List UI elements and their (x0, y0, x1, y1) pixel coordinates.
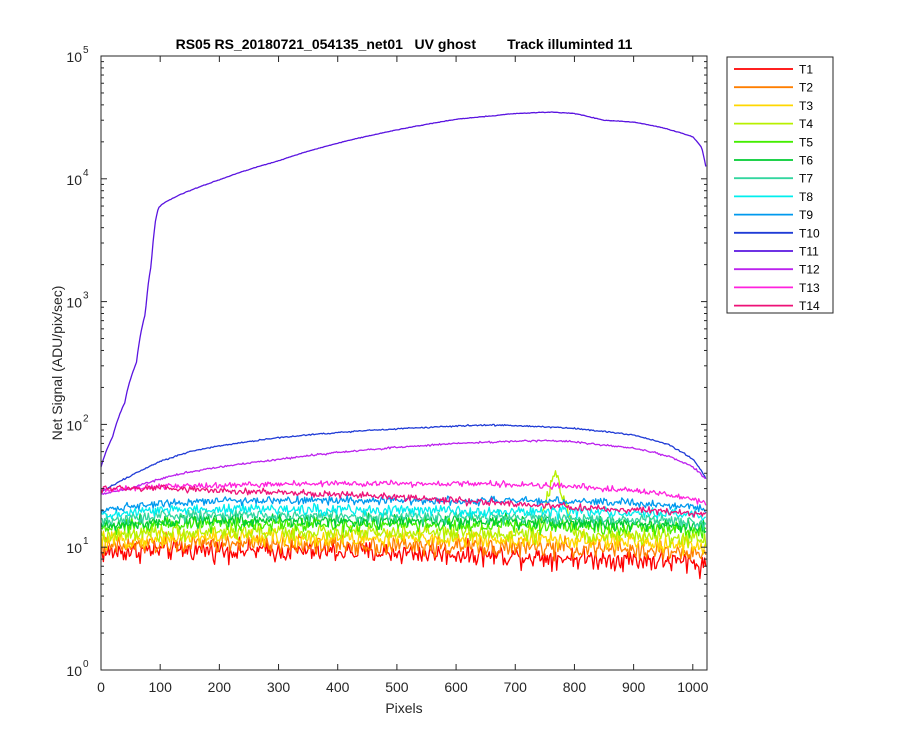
x-axis-label: Pixels (385, 700, 422, 716)
x-tick-label: 100 (149, 679, 173, 695)
legend-label-t13: T13 (799, 281, 820, 295)
legend-label-t2: T2 (799, 81, 813, 95)
series-line-t14 (100, 484, 707, 518)
series-line-t11 (100, 111, 707, 468)
legend-label-t6: T6 (799, 154, 813, 168)
legend: T1 T2 T3 T4 T5 T6 T7 T8 T9 T10 T11 T12 T13 T14 (726, 56, 834, 314)
legend-label-t3: T3 (799, 99, 813, 113)
series-line-t7 (100, 508, 707, 531)
legend-label-t9: T9 (799, 208, 813, 222)
y-axis-label: Net Signal (ADU/pix/sec) (49, 286, 65, 441)
legend-box (726, 56, 834, 314)
y-tick-label-exponent: 0 (83, 659, 89, 670)
legend-label-t11: T11 (799, 245, 819, 259)
plot-frame (100, 55, 708, 671)
legend-label-t4: T4 (799, 117, 813, 131)
y-tick-label-exponent: 5 (83, 45, 89, 56)
x-tick-label: 700 (504, 679, 528, 695)
x-tick-label: 500 (385, 679, 409, 695)
series-line-t1 (100, 536, 707, 580)
legend-label-t14: T14 (799, 299, 820, 313)
y-tick-label-base: 10 (66, 295, 82, 311)
x-tick-label: 600 (444, 679, 468, 695)
x-tick-label: 300 (267, 679, 291, 695)
legend-label-t8: T8 (799, 190, 813, 204)
series-line-t10 (100, 423, 707, 494)
y-tick-label-base: 10 (66, 417, 82, 433)
series-line-t13 (100, 479, 707, 506)
y-tick-label-exponent: 1 (83, 536, 89, 547)
y-tick-label-exponent: 2 (83, 413, 89, 424)
x-tick-label: 900 (622, 679, 646, 695)
series-line-t6 (100, 511, 707, 534)
series-line-t9 (100, 494, 707, 514)
y-tick-label-base: 10 (66, 540, 82, 556)
x-tick-label: 800 (563, 679, 587, 695)
x-tick-label: 400 (326, 679, 350, 695)
x-tick-label: 200 (208, 679, 232, 695)
y-tick-label-base: 10 (66, 172, 82, 188)
chart-title: RS05 RS_20180721_054135_net01 UV ghost T… (176, 36, 633, 52)
x-tick-label: 0 (97, 679, 105, 695)
y-tick-label-exponent: 3 (83, 291, 89, 302)
y-tick-label-base: 10 (66, 663, 82, 679)
legend-label-t5: T5 (799, 135, 813, 149)
series-layer (100, 111, 707, 580)
plot-area (101, 56, 707, 670)
legend-label-t7: T7 (799, 172, 813, 186)
legend-label-t10: T10 (799, 226, 820, 240)
series-line-t3 (100, 526, 706, 556)
x-tick-label: 1000 (677, 679, 708, 695)
series-line-t12 (100, 439, 707, 495)
legend-label-t1: T1 (799, 63, 813, 77)
y-tick-label-exponent: 4 (83, 168, 89, 179)
y-tick-label-base: 10 (66, 49, 82, 65)
legend-label-t12: T12 (799, 263, 820, 277)
